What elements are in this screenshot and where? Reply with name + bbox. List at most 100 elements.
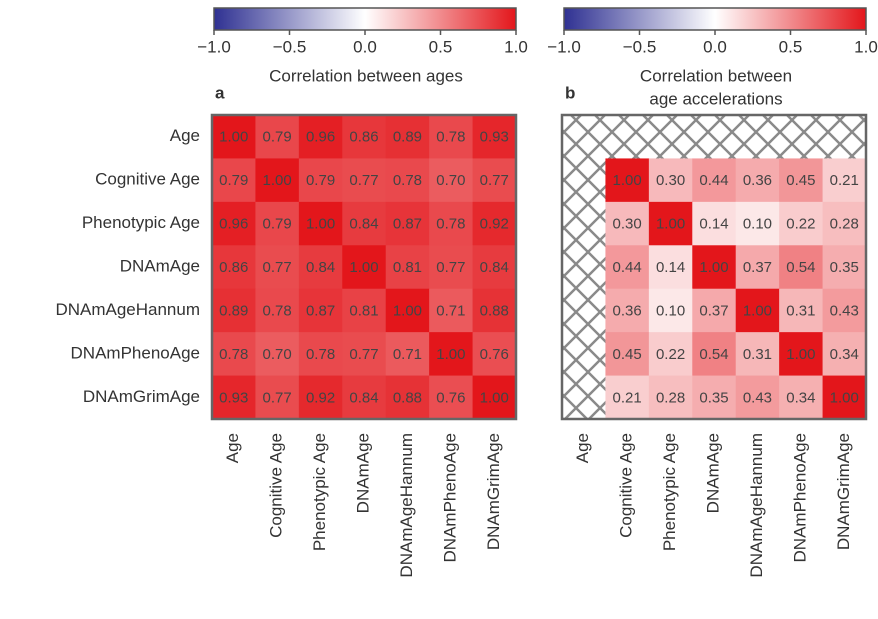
cell-label: 0.37 [699,302,728,319]
heatmap-cell [255,288,300,333]
heatmap-cell [648,158,693,203]
heatmap-cell [692,158,737,203]
cell-label: 0.96 [219,216,248,233]
heatmap-cell [298,158,343,203]
heatmap-cell [472,245,517,290]
column-label: Phenotypic Age [660,433,679,551]
cell-label: 0.92 [480,216,509,233]
cell-label: 0.93 [219,389,248,406]
cell-label: 0.10 [656,302,685,319]
heatmap-cell [472,288,517,333]
cell-label: 0.78 [393,172,422,189]
heatmap-cell [648,332,693,377]
panel-label: b [565,83,575,102]
cell-label: 0.34 [786,389,815,406]
heatmap-cell [779,288,824,333]
cell-label: 0.31 [786,302,815,319]
heatmap-cell [692,245,737,290]
colorbar-tick-label: 0.5 [779,37,803,56]
cell-label: 0.71 [393,346,422,363]
row-label: DNAmAge [120,256,200,275]
heatmap-cell [822,375,867,420]
cell-label: 0.79 [219,172,248,189]
colorbar-label: Correlation between ages [269,66,463,85]
cell-label: 0.84 [306,259,335,276]
row-label: Age [170,126,200,145]
cell-label: 0.70 [263,346,292,363]
heatmap-cell [822,158,867,203]
cell-label: 0.54 [786,259,815,276]
cell-label: 0.86 [349,129,378,146]
colorbar [563,7,867,31]
colorbar-label: Correlation between [640,66,792,85]
cell-label: 0.89 [393,129,422,146]
heatmap-cell [255,332,300,377]
cell-label: 0.14 [699,216,728,233]
heatmap-cell [779,245,824,290]
heatmap-cell [385,201,430,246]
heatmap-cell [429,288,474,333]
heatmap-cell [735,375,780,420]
cell-label: 0.21 [613,389,642,406]
cell-label: 0.54 [699,346,728,363]
column-label: DNAmGrimAge [484,433,503,550]
colorbar-tick-label: −0.5 [273,37,307,56]
heatmap-cell [342,332,387,377]
heatmap-cell [429,332,474,377]
cell-label: 0.43 [830,302,859,319]
cell-label: 0.31 [743,346,772,363]
column-label: DNAmAge [703,433,722,513]
column-label: DNAmAgeHannum [747,433,766,578]
heatmap-cell [472,375,517,420]
cell-label: 0.28 [830,216,859,233]
cell-label: 0.37 [743,259,772,276]
column-label: DNAmAge [353,433,372,513]
cell-label: 1.00 [436,346,465,363]
column-label: Age [573,433,592,463]
colorbar-tick-label: 0.5 [429,37,453,56]
heatmap-cell [385,115,430,159]
row-label: DNAmGrimAge [83,387,200,406]
row-label: Phenotypic Age [82,213,200,232]
row-label: DNAmAgeHannum [55,300,200,319]
heatmap-cell [385,375,430,420]
cell-label: 0.77 [263,389,292,406]
heatmap-cell [429,375,474,420]
column-label: DNAmPhenoAge [440,433,459,562]
heatmap-cell [822,245,867,290]
heatmap-cell [605,245,650,290]
heatmap-cell [605,288,650,333]
cell-label: 0.78 [436,129,465,146]
cell-label: 0.71 [436,302,465,319]
heatmap-cell [385,158,430,203]
cell-label: 0.21 [830,172,859,189]
heatmap-frame [210,113,518,421]
column-label: DNAmAgeHannum [397,433,416,578]
heatmap-cell [342,115,387,159]
cell-label: 0.89 [219,302,248,319]
cell-label: 0.92 [306,389,335,406]
heatmap-cell [822,201,867,246]
column-label: Phenotypic Age [310,433,329,551]
cell-label: 0.77 [480,172,509,189]
heatmap-cell [255,158,300,203]
heatmap-cell [692,375,737,420]
heatmap-cell [342,288,387,333]
heatmap-cell [472,332,517,377]
heatmap-cell [255,375,300,420]
colorbar-tick-label: 1.0 [504,37,528,56]
heatmap-cell [605,375,650,420]
cell-label: 0.88 [393,389,422,406]
cell-label: 1.00 [263,172,292,189]
heatmap-cell [735,332,780,377]
colorbar-tick-label: −1.0 [197,37,231,56]
heatmap-cell [735,288,780,333]
column-label: DNAmPhenoAge [790,433,809,562]
cell-label: 0.28 [656,389,685,406]
heatmap-cell [429,245,474,290]
heatmap-cell [735,158,780,203]
cell-label: 0.93 [480,129,509,146]
heatmap-cell [779,158,824,203]
colorbar-tick-label: 0.0 [703,37,727,56]
heatmap-cell [822,332,867,377]
